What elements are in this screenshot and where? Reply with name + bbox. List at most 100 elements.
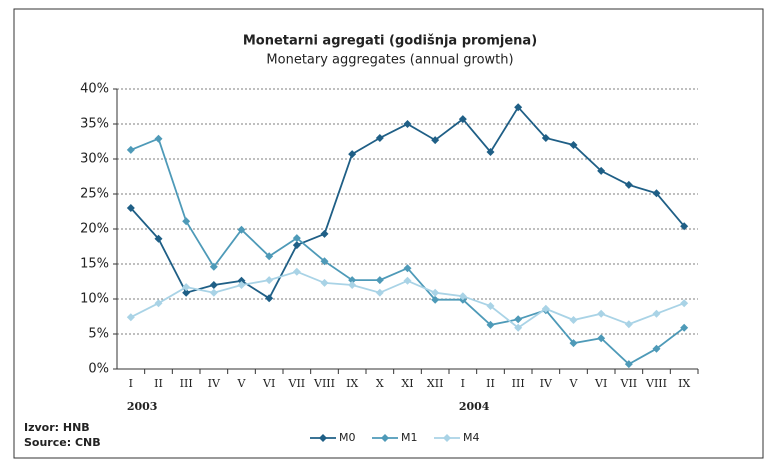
x-tick-label: VI [594, 377, 607, 390]
marker [431, 136, 440, 145]
year-label: 2003 [127, 400, 158, 413]
marker [237, 276, 246, 285]
marker [375, 276, 384, 285]
chart-title: Monetarni agregati (godišnja promjena) [243, 34, 537, 49]
marker [182, 288, 191, 297]
x-tick-label: I [461, 377, 465, 390]
x-tick-label: X [376, 377, 384, 390]
marker [320, 229, 329, 238]
marker [265, 276, 274, 285]
y-tick-label: 10% [80, 292, 109, 307]
marker [292, 234, 301, 243]
y-tick-label: 30% [80, 152, 109, 167]
y-tick-label: 15% [80, 257, 109, 272]
legend-label: M4 [463, 431, 480, 444]
y-tick-label: 25% [80, 187, 109, 202]
marker [348, 281, 357, 289]
marker [265, 252, 274, 261]
x-tick-label: II [486, 377, 495, 390]
marker [126, 204, 135, 212]
marker [209, 262, 218, 271]
marker [126, 145, 135, 154]
marker [569, 316, 578, 324]
marker [237, 225, 246, 234]
x-tick-label: VII [288, 377, 306, 390]
x-tick-label: VIII [313, 377, 335, 390]
chart-subtitle: Monetary aggregates (annual growth) [266, 53, 513, 68]
marker [541, 304, 550, 313]
marker [652, 309, 661, 318]
marker [154, 299, 163, 308]
marker [292, 267, 301, 276]
legend-label: M0 [339, 431, 356, 444]
x-tick-label: III [180, 377, 193, 390]
marker [265, 294, 274, 303]
x-tick-label: II [154, 377, 163, 390]
marker [486, 320, 495, 329]
x-tick-label: XII [427, 377, 444, 390]
x-tick-label: VIII [645, 377, 667, 390]
marker [680, 299, 689, 308]
x-tick-label: V [569, 377, 579, 390]
marker [541, 134, 550, 142]
marker [320, 257, 329, 266]
year-label: 2004 [459, 400, 490, 413]
legend-label: M1 [401, 431, 418, 444]
x-tick-label: III [512, 377, 525, 390]
frame [13, 8, 764, 459]
marker [597, 309, 606, 318]
x-tick-label: I [129, 377, 133, 390]
y-tick-label: 5% [88, 327, 109, 342]
marker [182, 217, 191, 226]
marker [154, 134, 163, 143]
marker [403, 276, 412, 285]
legend-marker [443, 434, 451, 442]
y-tick-label: 40% [80, 82, 109, 97]
y-tick-label: 35% [80, 117, 109, 132]
x-tick-label: XI [401, 377, 413, 390]
source: Source: CNB [24, 436, 101, 449]
legend-marker [381, 434, 389, 442]
marker [652, 189, 661, 198]
marker [320, 278, 329, 287]
marker [431, 288, 440, 297]
marker [514, 103, 523, 112]
marker [624, 360, 633, 369]
marker [348, 150, 357, 159]
marker [514, 323, 523, 332]
marker [182, 283, 191, 292]
source: Izvor: HNB [24, 421, 90, 434]
marker [458, 115, 467, 124]
y-tick-label: 20% [80, 222, 109, 237]
x-tick-label: IV [540, 377, 553, 390]
marker [292, 241, 301, 250]
marker [514, 315, 523, 324]
y-tick-label: 0% [88, 362, 109, 377]
marker [680, 222, 689, 231]
marker [431, 295, 440, 304]
marker [375, 134, 384, 142]
marker [486, 302, 495, 310]
marker [154, 234, 163, 243]
marker [209, 288, 218, 297]
marker [569, 141, 578, 149]
marker [209, 281, 218, 289]
marker [348, 276, 357, 285]
x-tick-label: IV [208, 377, 221, 390]
marker [624, 320, 633, 329]
marker [569, 339, 578, 348]
marker [375, 288, 384, 297]
legend-marker [319, 434, 327, 442]
x-tick-label: VII [620, 377, 638, 390]
x-tick-label: V [237, 377, 247, 390]
marker [458, 292, 467, 301]
marker [652, 344, 661, 353]
marker [403, 264, 412, 273]
marker [680, 323, 689, 332]
marker [486, 148, 495, 156]
marker [597, 166, 606, 175]
marker [237, 281, 246, 289]
x-tick-label: IX [678, 377, 690, 390]
marker [624, 180, 633, 189]
marker [597, 334, 606, 343]
